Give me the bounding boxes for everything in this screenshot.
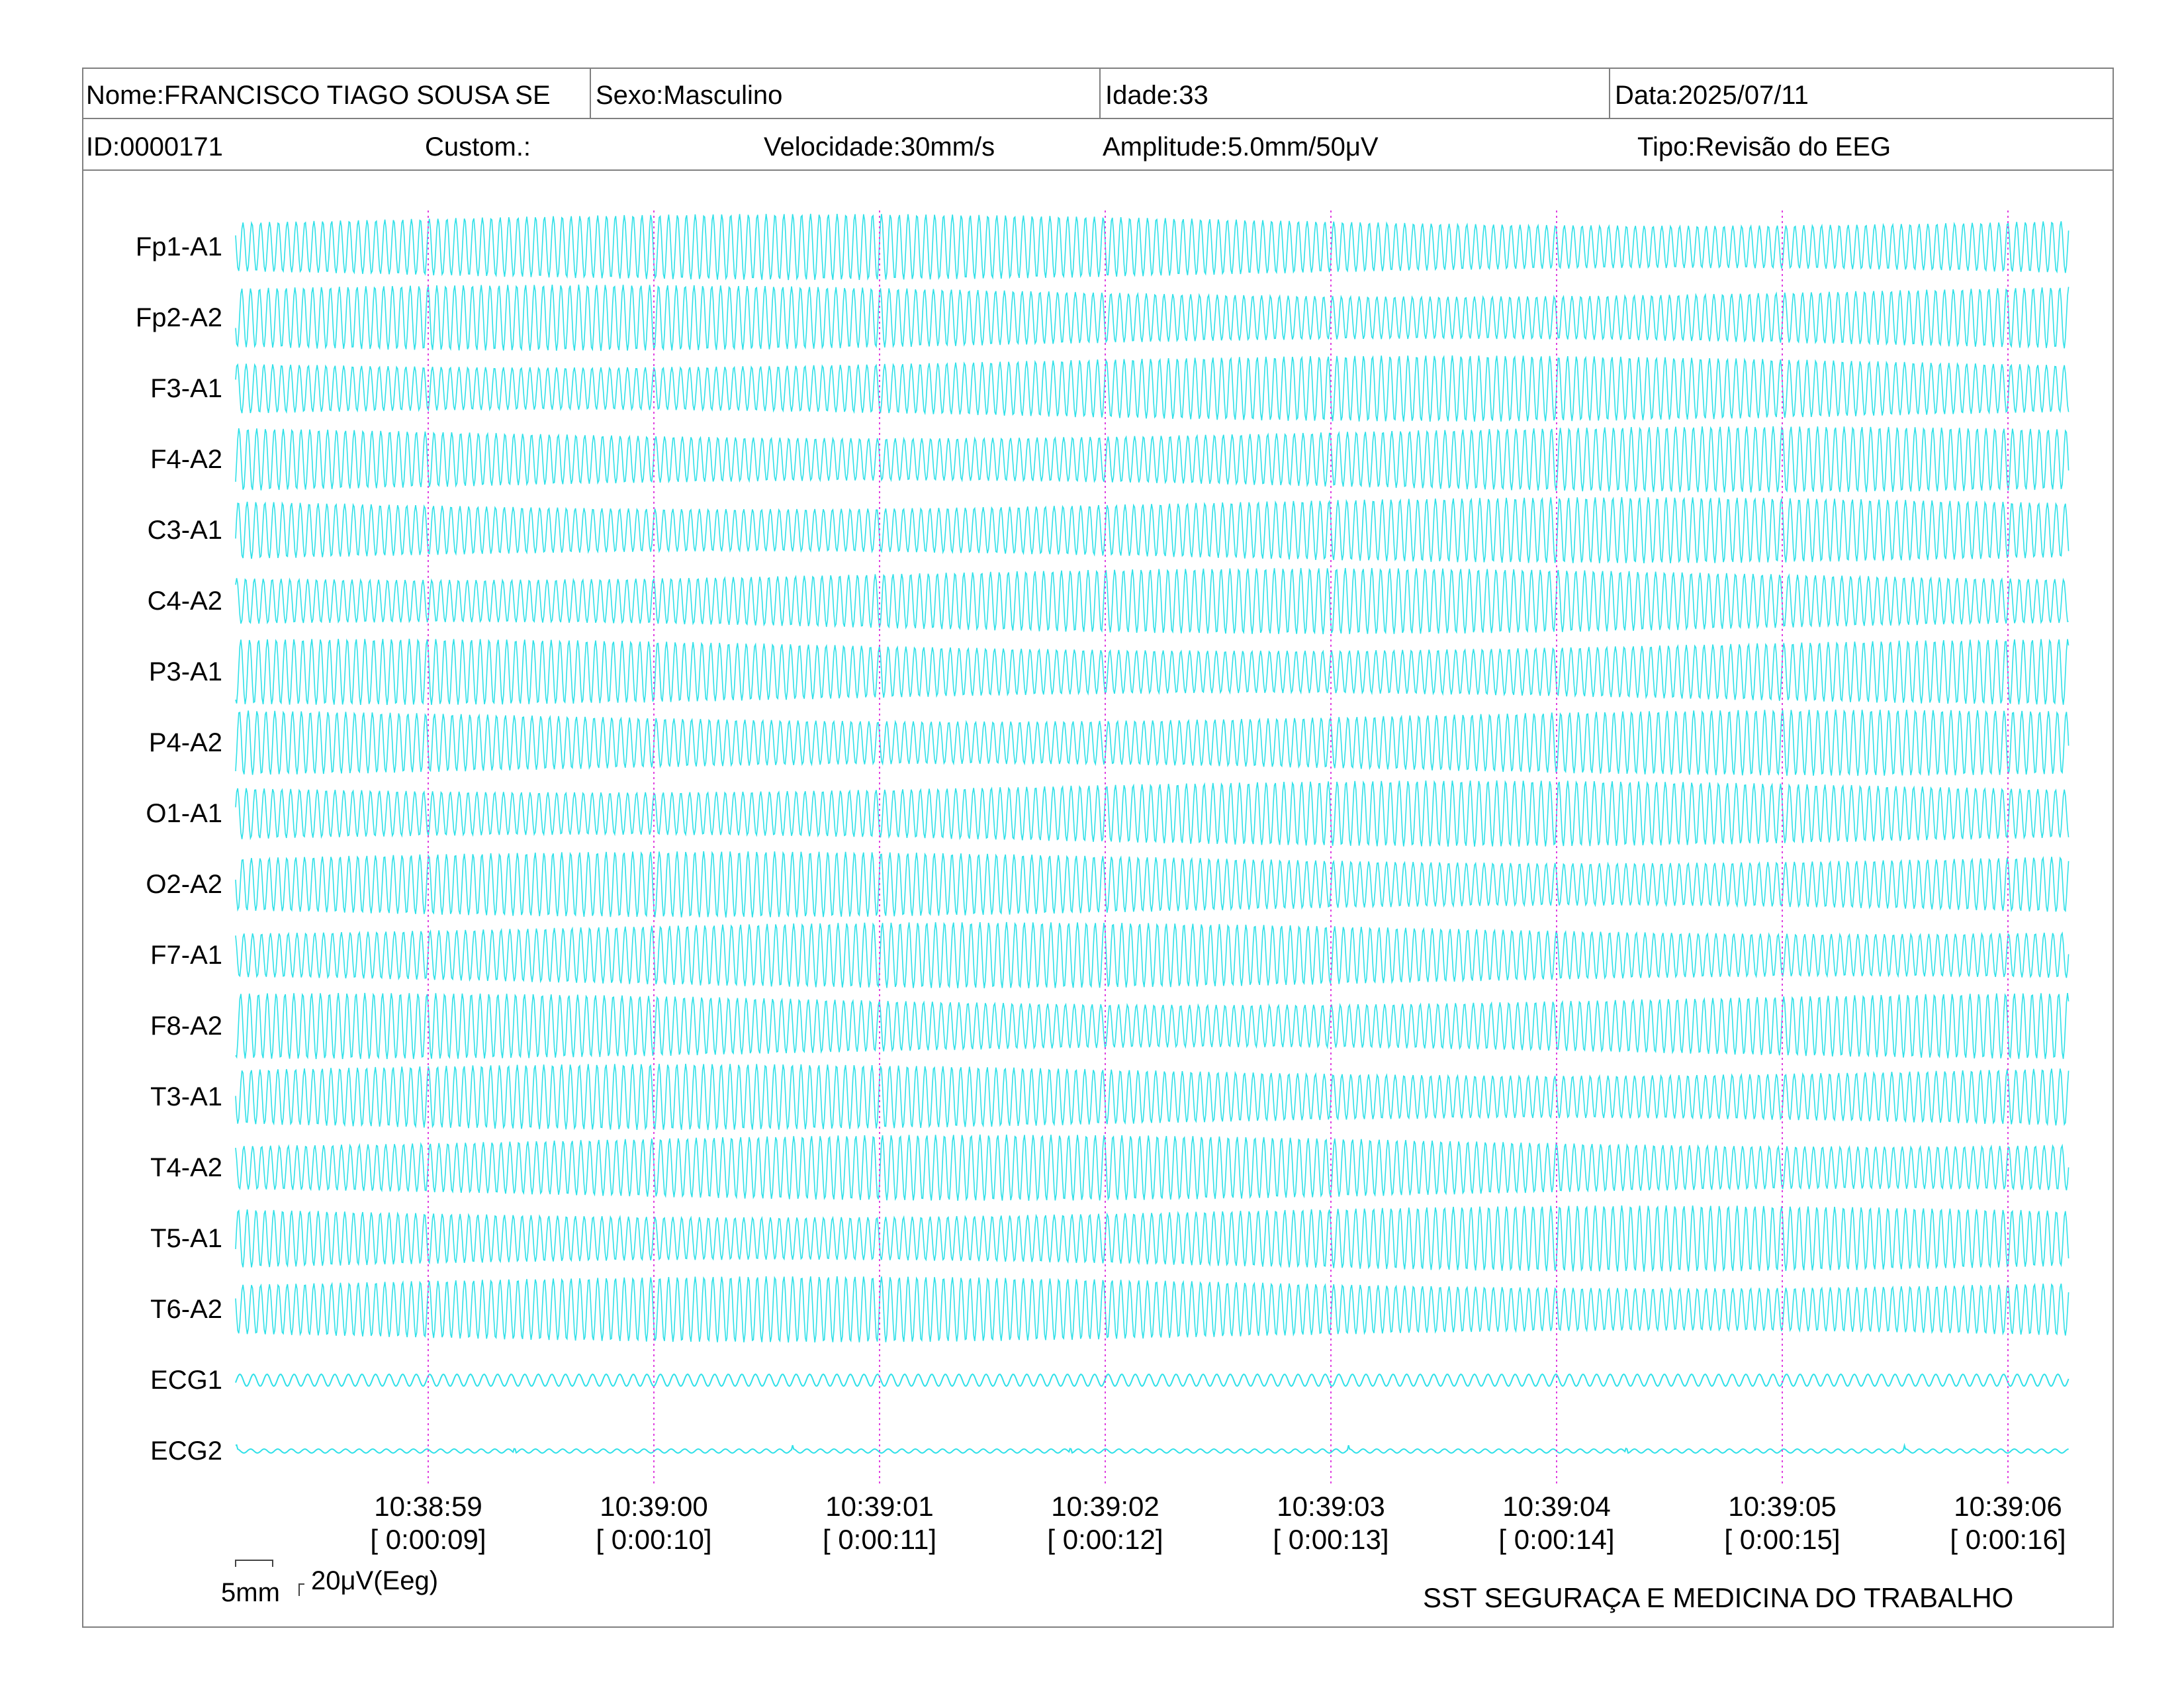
- eeg-trace: [235, 1276, 2070, 1343]
- eeg-trace: [235, 992, 2070, 1060]
- time-elapsed-label: [ 0:00:14]: [1498, 1524, 1615, 1555]
- time-elapsed-label: [ 0:00:12]: [1047, 1524, 1163, 1555]
- scale-amplitude-label: 20μV(Eeg): [311, 1566, 439, 1595]
- time-clock-label: 10:39:02: [1051, 1491, 1160, 1522]
- amplitude-setting: Amplitude:5.0mm/50μV: [1103, 132, 1379, 162]
- eeg-trace: [235, 355, 2070, 422]
- patient-age: Idade:33: [1105, 81, 1208, 110]
- report-frame: [82, 68, 2114, 1628]
- channel-label: P3-A1: [148, 657, 222, 686]
- time-clock-label: 10:39:00: [600, 1491, 708, 1522]
- header-divider: [1099, 68, 1101, 119]
- channel-label: T3-A1: [150, 1082, 222, 1111]
- time-elapsed-label: [ 0:00:09]: [370, 1524, 486, 1555]
- header-row-patient: Nome:FRANCISCO TIAGO SOUSA SE Sexo:Mascu…: [82, 68, 2114, 119]
- channel-label: F3-A1: [150, 374, 222, 403]
- eeg-trace: [235, 709, 2070, 776]
- time-elapsed-label: [ 0:00:11]: [822, 1524, 937, 1555]
- time-clock-label: 10:39:05: [1728, 1491, 1837, 1522]
- channel-label: ECG2: [150, 1436, 222, 1466]
- channel-label: O2-A2: [146, 870, 222, 899]
- header-divider: [1609, 68, 1610, 119]
- time-elapsed-label: [ 0:00:10]: [596, 1524, 712, 1555]
- time-clock-label: 10:39:04: [1502, 1491, 1611, 1522]
- patient-name: Nome:FRANCISCO TIAGO SOUSA SE: [86, 81, 551, 110]
- eeg-trace: [235, 426, 2070, 493]
- channel-label: F8-A2: [150, 1011, 222, 1041]
- scale-time-label: 5mm: [221, 1578, 280, 1607]
- channel-label: F4-A2: [150, 445, 222, 474]
- exam-date: Data:2025/07/11: [1615, 81, 1809, 110]
- time-clock-label: 10:39:06: [1954, 1491, 2062, 1522]
- header-row-settings: ID:0000171 Custom.: Velocidade:30mm/s Am…: [82, 119, 2114, 171]
- channel-label: F7-A1: [150, 941, 222, 970]
- eeg-trace: [235, 851, 2070, 918]
- channel-label: C4-A2: [147, 586, 222, 616]
- channel-label: Fp1-A1: [135, 232, 222, 261]
- eeg-trace: [235, 1205, 2070, 1272]
- eeg-trace: [235, 1063, 2070, 1131]
- eeg-trace: [235, 1442, 2069, 1454]
- custom-field: Custom.:: [425, 132, 531, 162]
- channel-label: ECG1: [150, 1366, 222, 1395]
- time-clock-label: 10:39:01: [825, 1491, 934, 1522]
- channel-label: P4-A2: [148, 728, 222, 757]
- eeg-trace: [235, 780, 2070, 847]
- channel-label: O1-A1: [146, 799, 222, 828]
- patient-id: ID:0000171: [86, 132, 223, 162]
- channel-label: Fp2-A2: [135, 303, 222, 332]
- patient-sex: Sexo:Masculino: [596, 81, 783, 110]
- eeg-trace: [235, 284, 2070, 352]
- channel-label: T5-A1: [150, 1224, 222, 1253]
- time-clock-label: 10:38:59: [374, 1491, 482, 1522]
- channel-label: T4-A2: [150, 1153, 222, 1182]
- time-clock-label: 10:39:03: [1277, 1491, 1385, 1522]
- eeg-trace: [235, 1134, 2070, 1201]
- channel-label: C3-A1: [147, 516, 222, 545]
- time-elapsed-label: [ 0:00:13]: [1273, 1524, 1389, 1555]
- header-divider: [590, 68, 591, 119]
- review-type: Tipo:Revisão do EEG: [1637, 132, 1891, 162]
- speed-setting: Velocidade:30mm/s: [764, 132, 995, 162]
- channel-label: T6-A2: [150, 1295, 222, 1324]
- eeg-trace: [235, 638, 2070, 706]
- eeg-trace: [235, 1373, 2070, 1387]
- eeg-trace: [235, 567, 2069, 635]
- eeg-trace: [235, 921, 2070, 989]
- time-elapsed-label: [ 0:00:15]: [1724, 1524, 1841, 1555]
- eeg-trace: [235, 496, 2070, 564]
- eeg-trace: [235, 213, 2070, 281]
- scale-bar: [235, 1560, 304, 1596]
- organization-name: SST SEGURAÇA E MEDICINA DO TRABALHO: [1423, 1582, 2014, 1613]
- time-elapsed-label: [ 0:00:16]: [1950, 1524, 2066, 1555]
